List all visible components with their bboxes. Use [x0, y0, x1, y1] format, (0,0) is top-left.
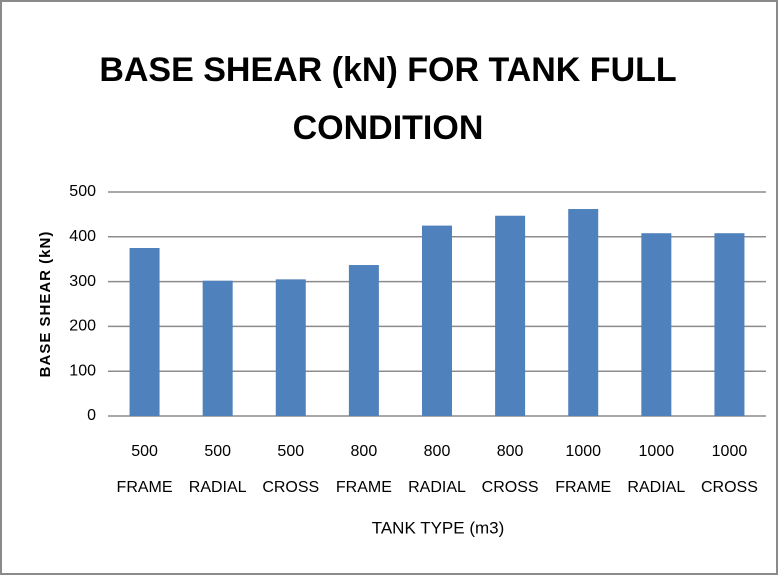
bar	[202, 280, 233, 416]
x-tick-label: 500 FRAME	[117, 443, 173, 496]
chart-title: BASE SHEAR (kN) FOR TANK FULL CONDITION	[99, 51, 676, 147]
bar	[275, 279, 306, 416]
bar	[348, 265, 379, 416]
x-tick-label: 1000 RADIAL	[627, 443, 685, 496]
bar	[568, 209, 599, 416]
x-tick-label: 800 RADIAL	[408, 443, 466, 496]
x-axis-label: TANK TYPE (m3)	[372, 518, 505, 537]
y-tick-label: 300	[69, 273, 96, 290]
x-tick-label: 1000 FRAME	[555, 443, 611, 496]
bar	[495, 215, 526, 416]
x-tick-label: 800 CROSS	[482, 443, 539, 496]
bar	[714, 233, 745, 416]
y-axis-label: BASE SHEAR (kN)	[37, 231, 54, 378]
x-tick-label: 1000 CROSS	[701, 443, 758, 496]
bar	[641, 233, 672, 416]
bar	[422, 225, 452, 416]
x-tick-label: 800 FRAME	[336, 443, 392, 496]
y-tick-label: 200	[69, 318, 96, 335]
y-tick-label: 100	[69, 362, 96, 379]
x-tick-label: 500 CROSS	[262, 443, 319, 496]
bar	[129, 248, 160, 416]
y-tick-label: 0	[87, 407, 96, 424]
y-tick-label: 400	[69, 228, 96, 245]
x-tick-label: 500 RADIAL	[189, 443, 247, 496]
y-tick-label: 500	[69, 183, 96, 200]
